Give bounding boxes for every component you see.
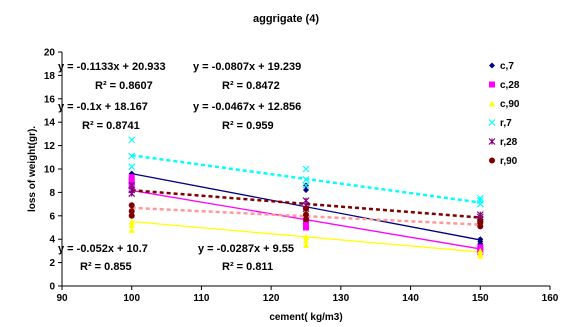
- legend-label-r90: r,90: [500, 156, 518, 167]
- x-tick-label: 130: [333, 293, 350, 304]
- x-ticks: 90 100 110 120 130 140 150 160: [56, 286, 559, 304]
- data-point-r90: [128, 208, 135, 215]
- data-point-r90: [303, 211, 309, 218]
- data-point-r7: [476, 200, 484, 208]
- data-point-c28: [128, 178, 135, 185]
- annotation-equation-5: y = -0.052x + 10.7: [58, 243, 148, 255]
- annotation-r2-4: R² = 0.959: [222, 120, 274, 132]
- y-tick-label: 18: [44, 71, 56, 82]
- data-point-r7: [302, 181, 310, 189]
- data-point-r90: [303, 205, 309, 212]
- data-point-c90: [128, 226, 135, 233]
- legend-marker-r7: [488, 119, 496, 126]
- data-point-r7: [128, 136, 136, 144]
- legend-marker-c90: [489, 100, 495, 107]
- annotation-r2-6: R² = 0.811: [222, 261, 273, 273]
- trendline-r90: [131, 206, 481, 226]
- data-point-r7: [302, 176, 310, 183]
- annotation-equation-1: y = -0.1133x + 20.933: [58, 61, 166, 73]
- annotation-r2-1: R² = 0.8607: [95, 80, 153, 92]
- legend-item-c28: c,28: [489, 80, 520, 91]
- y-tick-label: 6: [49, 211, 55, 222]
- data-point-c90: [477, 252, 484, 259]
- legend-marker-r90: [489, 157, 495, 164]
- legend-label-c90: c,90: [500, 99, 520, 110]
- y-axis-label: loss of weight(gr).: [27, 126, 38, 212]
- data-point-r28: [128, 190, 136, 197]
- annotation-r2-3: R² = 0.8741: [82, 120, 140, 132]
- data-point-r90: [128, 212, 135, 219]
- x-tick-label: 160: [542, 293, 559, 304]
- y-tick-label: 10: [44, 165, 56, 176]
- annotation-equation-6: y = -0.0287x + 9.55: [198, 243, 294, 255]
- legend-label-r28: r,28: [500, 137, 518, 148]
- data-point-r90: [303, 216, 309, 223]
- y-tick-label: 2: [49, 258, 55, 269]
- y-tick-label: 12: [44, 141, 56, 152]
- legend-label-c28: c,28: [500, 80, 520, 91]
- data-point-r7: [476, 194, 484, 202]
- y-ticks: 0 2 4 6 8 10 12 14 16 18 20: [44, 48, 62, 293]
- legend-marker-c28: [489, 81, 495, 88]
- trendline-r28: [131, 188, 481, 219]
- legend-label-r7: r,7: [500, 118, 512, 129]
- data-points: [128, 136, 484, 259]
- legend-item-r90: r,90: [489, 156, 518, 167]
- x-tick-label: 120: [263, 293, 280, 304]
- y-tick-label: 16: [44, 94, 56, 105]
- y-tick-label: 0: [49, 282, 55, 293]
- data-point-c28: [128, 174, 135, 181]
- data-point-r90: [128, 202, 135, 209]
- data-point-c90: [303, 242, 309, 249]
- x-axis-label: cement( kg/m3): [269, 312, 342, 323]
- annotation-r2-5: R² = 0.855: [80, 261, 132, 273]
- legend-item-c90: c,90: [489, 99, 520, 110]
- data-point-c90: [303, 233, 309, 240]
- legend-marker-r28: [488, 138, 496, 145]
- annotation-equation-4: y = -0.0467x + 12.856: [193, 101, 301, 113]
- data-point-r90: [477, 223, 484, 230]
- y-tick-label: 8: [49, 188, 55, 199]
- data-point-c90: [128, 222, 135, 229]
- data-point-r7: [302, 165, 310, 173]
- data-point-c90: [128, 218, 135, 225]
- y-tick-label: 14: [44, 118, 56, 129]
- data-point-c28: [303, 220, 309, 227]
- data-point-c7: [303, 187, 309, 194]
- annotation-equation-3: y = -0.1x + 18.167: [58, 101, 148, 113]
- annotation-equation-2: y = -0.0807x + 19.239: [193, 61, 301, 73]
- x-tick-label: 140: [402, 293, 419, 304]
- data-point-c28: [303, 224, 309, 231]
- legend-label-c7: c,7: [500, 61, 514, 72]
- y-tick-label: 4: [49, 235, 55, 246]
- legend-item-r28: r,28: [488, 137, 518, 148]
- x-tick-label: 90: [56, 293, 68, 304]
- x-tick-label: 100: [123, 293, 140, 304]
- legend: c,7 c,28 c,90 r,7 r,28 r,90: [488, 61, 520, 167]
- x-tick-label: 150: [472, 293, 489, 304]
- chart-title: aggrigate (4): [253, 13, 319, 25]
- legend-item-c7: c,7: [489, 61, 514, 72]
- legend-marker-c7: [489, 62, 495, 69]
- legend-item-r7: r,7: [488, 118, 512, 129]
- data-point-r7: [128, 152, 136, 160]
- data-point-r7: [128, 163, 136, 171]
- data-point-c90: [303, 237, 309, 244]
- x-tick-label: 110: [193, 293, 210, 304]
- y-tick-label: 20: [44, 48, 56, 59]
- annotation-r2-2: R² = 0.8472: [222, 80, 280, 92]
